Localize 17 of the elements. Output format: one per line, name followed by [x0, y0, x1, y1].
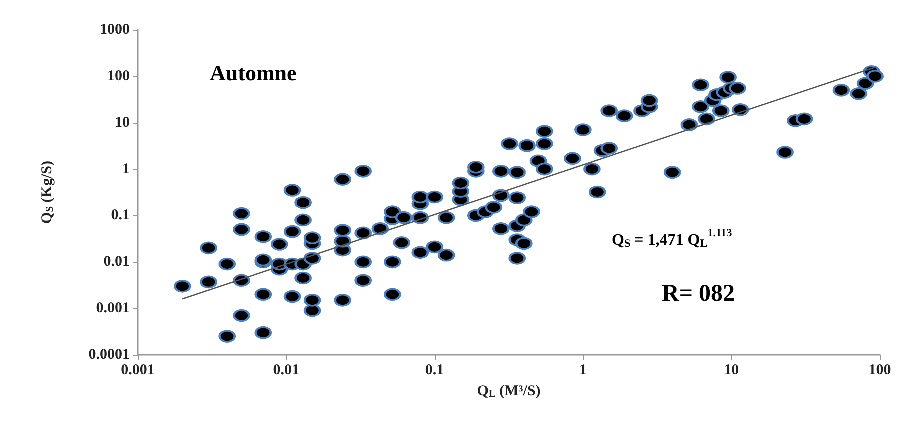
y-tick-label: 1000 — [100, 22, 130, 38]
annotation: Automne — [210, 60, 298, 86]
y-tick-label: 0.001 — [96, 300, 130, 317]
x-tick-label: 10 — [724, 362, 740, 378]
y-tick-label: 1 — [122, 161, 130, 178]
y-axis-title: QS (Kg/S) — [40, 161, 56, 224]
x-tick-label: 100 — [868, 362, 892, 378]
y-tick-label: 0.0001 — [88, 347, 130, 363]
y-tick-label: 10 — [115, 114, 130, 131]
annotation: R= 082 — [662, 281, 736, 307]
x-tick-label: 0.01 — [273, 362, 300, 378]
x-tick-label: 0.1 — [425, 362, 444, 378]
x-axis-title: QL (M³/S) — [477, 384, 541, 400]
y-tick-label: 0.1 — [111, 208, 130, 224]
x-tick-label: 1 — [579, 362, 587, 378]
y-tick-label: 0.01 — [104, 254, 130, 270]
y-tick-label: 100 — [108, 68, 130, 84]
